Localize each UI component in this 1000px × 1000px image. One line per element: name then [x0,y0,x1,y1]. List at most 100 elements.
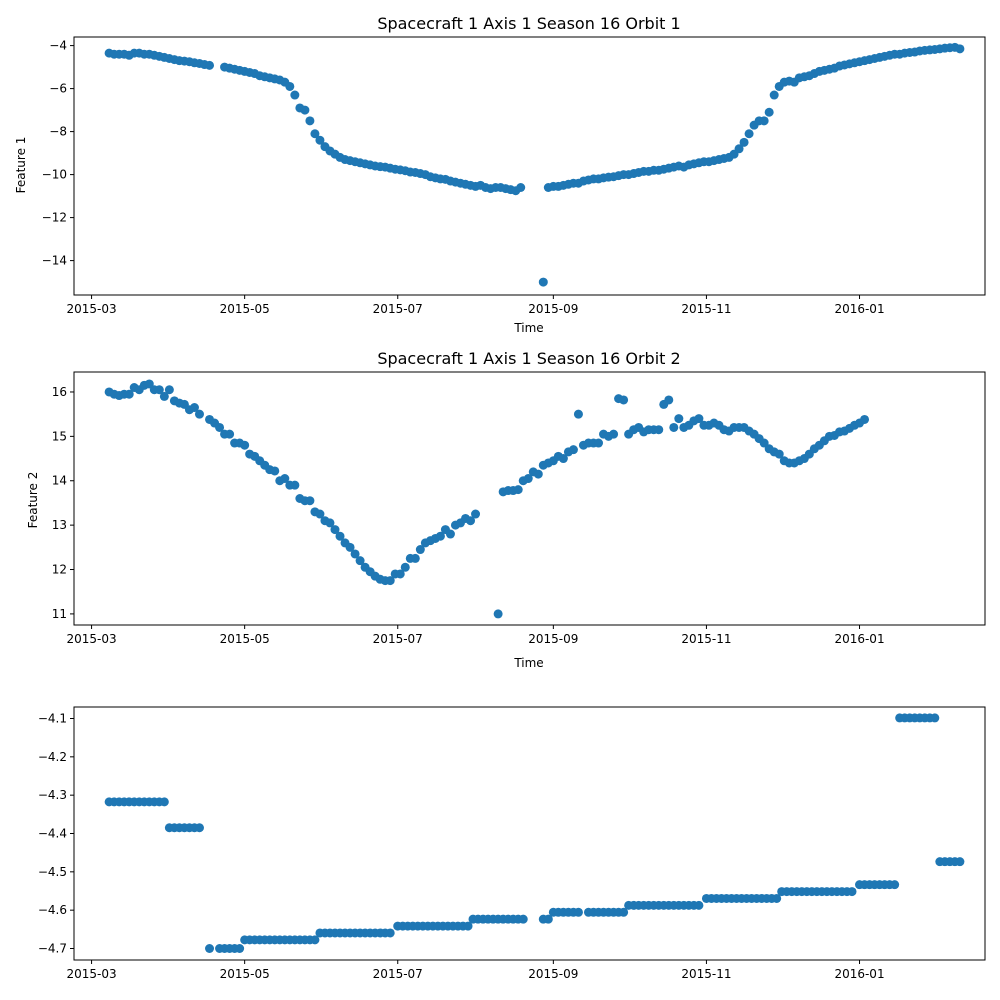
panel-3-x-tick-label-2: 2015-07 [373,967,423,981]
panel-2-x-tick-label-2: 2015-07 [373,632,423,646]
panel-2-point-73 [493,609,503,619]
panel-1-point-121 [739,137,749,147]
panel-3-x-tick-label-4: 2015-11 [681,967,731,981]
panel-2-point-18 [194,409,204,419]
panel-2-point-26 [240,440,250,450]
panel-3-point-141 [847,887,857,897]
panel-2-point-12 [164,385,174,395]
panel-1-y-tick-label-3: −10 [42,168,67,182]
panel-1-point-164 [955,44,965,54]
panel-3-point-39 [310,935,320,945]
panel-1-x-tick-label-5: 2016-01 [834,302,884,316]
panel-1-x-tick-label-2: 2015-07 [373,302,423,316]
panel-2-xlabel: Time [513,656,543,670]
panel-2-point-39 [305,496,315,506]
panel-3-point-82 [543,914,553,924]
panel-2-point-36 [290,480,300,490]
panel-1-x-tick-label-4: 2015-11 [681,302,731,316]
panel-2-point-48 [350,549,360,559]
panel-3-x-tick-label-5: 2016-01 [834,967,884,981]
panel-3-y-tick-label-4: −4.5 [38,865,67,879]
panel-3-point-69 [463,921,473,931]
panel-2-point-32 [270,466,280,476]
panel-1-point-20 [205,60,215,70]
panel-2-point-23 [225,429,235,439]
panel-1-point-127 [769,90,779,100]
panel-2-point-72 [471,509,481,519]
panel-2-point-55 [385,576,395,586]
panel-2-point-77 [513,485,523,495]
panel-1-point-120 [734,144,744,154]
panel-3-point-96 [619,907,629,917]
panel-3-point-80 [518,914,528,924]
panel-2-point-88 [568,445,578,455]
panel-3-point-19 [205,944,215,953]
panel-1-y-tick-label-1: −6 [49,82,67,96]
panel-2-point-21 [215,422,225,432]
panel-1-x-tick-label-1: 2015-05 [220,302,270,316]
panel-2-y-tick-label-2: 14 [52,474,67,488]
panel-2-point-41 [315,509,325,519]
panel-3-x-tick-label-1: 2015-05 [220,967,270,981]
panel-2-point-67 [445,529,455,539]
panel-3-x-tick-label-3: 2015-09 [528,967,578,981]
panel-1-point-34 [285,81,295,91]
panel-2-point-71 [466,516,476,526]
panel-3-y-tick-label-5: −4.6 [38,903,67,917]
panel-2-point-11 [159,391,169,401]
panel-2-point-146 [860,414,870,424]
panel-2-point-89 [573,409,583,419]
panel-3-point-88 [573,907,583,917]
panel-2-point-43 [325,518,335,528]
panel-1-point-80 [516,183,526,192]
panel-2-point-47 [345,542,355,552]
panel-2-x-tick-label-4: 2015-11 [681,632,731,646]
panel-2-point-58 [400,562,410,572]
panel-2-y-tick-label-0: 16 [52,385,67,399]
panel-1-x-tick-label-3: 2015-09 [528,302,578,316]
panel-2-point-105 [654,425,664,435]
panel-1-point-125 [759,116,769,126]
panel-3-plot-area [73,706,986,961]
panel-1-point-39 [310,129,320,139]
panel-2-point-17 [189,403,199,413]
panel-2-point-44 [330,525,340,535]
panel-2-point-107 [664,395,674,405]
panel-2-x-tick-label-3: 2015-09 [528,632,578,646]
panel-2-point-108 [669,422,679,432]
panel-2-point-60 [410,553,420,563]
panel-2-y-tick-label-3: 13 [52,518,67,532]
panel-2-point-61 [415,545,425,555]
panel-1-point-126 [764,107,774,117]
panel-2-point-96 [609,429,619,439]
panel-1-plot-area [73,36,986,296]
panel-3-point-126 [772,893,782,903]
panel-2-point-65 [435,531,445,541]
panel-2-point-109 [674,414,684,424]
panel-2-y-tick-label-1: 15 [52,429,67,443]
panel-3-point-149 [890,880,900,890]
panel-1: Spacecraft 1 Axis 1 Season 16 Orbit 1 Ti… [14,14,986,335]
panel-2-point-57 [395,569,405,579]
panel-3-y-tick-label-2: −4.3 [38,788,67,802]
panel-2-plot-area [73,371,986,626]
panel-1-ylabel: Feature 1 [14,137,28,194]
panel-2-point-45 [335,531,345,541]
panel-3-point-18 [194,823,204,833]
panel-2-point-113 [694,414,704,424]
panel-2-y-tick-label-5: 11 [52,607,67,621]
panel-1-x-tick-label-0: 2015-03 [66,302,116,316]
panel-2-point-93 [594,438,604,448]
panel-1-point-37 [300,105,310,115]
panel-2-point-79 [523,474,533,484]
panel-3-y-tick-label-1: −4.2 [38,750,67,764]
panel-2-point-86 [558,454,568,464]
panel-2-point-49 [355,556,365,566]
panel-2-x-tick-label-1: 2015-05 [220,632,270,646]
panel-2-point-81 [533,469,543,479]
panel-2-point-34 [280,474,290,484]
panel-3-point-54 [385,928,395,938]
panel-1-y-tick-label-4: −12 [42,211,67,225]
panel-1-point-35 [290,90,300,100]
